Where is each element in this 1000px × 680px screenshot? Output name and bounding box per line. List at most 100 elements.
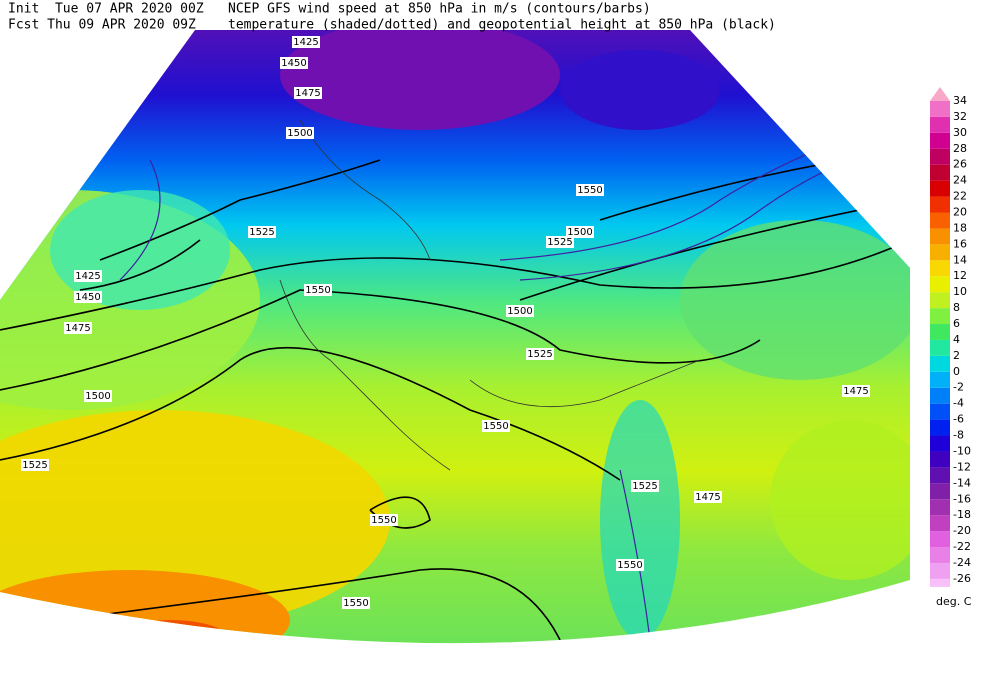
label-box: [21, 459, 49, 471]
colorbar: 3432302826242220181614121086420-2-4-6-8-…: [930, 87, 971, 587]
forecast-time: Fcst Thu 09 APR 2020 09Z: [8, 18, 196, 33]
label-box: [546, 236, 574, 248]
colorbar-label: 20: [953, 206, 967, 219]
colorbar-label: 0: [953, 365, 960, 378]
contour-label: 1500: [567, 227, 592, 238]
contour-label: 1550: [577, 185, 602, 196]
colorbar-bin: [930, 531, 950, 548]
contour-label: 1525: [632, 481, 657, 492]
colorbar-bin: [930, 371, 950, 388]
colorbar-label: 2: [953, 349, 960, 362]
title-line-2: temperature (shaded/dotted) and geopoten…: [228, 18, 776, 33]
colorbar-bin: [930, 228, 950, 245]
colorbar-bin: [930, 419, 950, 436]
colorbar-label: 10: [953, 285, 967, 298]
contour-label: 1550: [305, 285, 330, 296]
contour-label: 1475: [843, 386, 868, 397]
label-box: [694, 491, 722, 503]
colorbar-bin: [930, 324, 950, 340]
label-box: [616, 559, 644, 571]
label-box: [342, 597, 370, 609]
colorbar-bin: [930, 164, 950, 181]
colorbar-label: 12: [953, 269, 967, 282]
contour-labels: 1425145014751500152514501425147515001525…: [21, 36, 870, 609]
colorbar-bin: [930, 403, 950, 420]
colorbar-label: -26: [953, 572, 971, 585]
colorbar-bin: [930, 244, 950, 261]
colorbar-label: 30: [953, 126, 967, 139]
label-box: [304, 284, 332, 296]
colorbar-label: 4: [953, 333, 960, 346]
colorbar-label: -18: [953, 508, 971, 521]
label-box: [294, 87, 322, 99]
colorbar-label: -10: [953, 444, 971, 457]
colorbar-label: -6: [953, 413, 964, 426]
label-box: [370, 514, 398, 526]
label-box: [842, 385, 870, 397]
label-box: [482, 420, 510, 432]
colorbar-label: -12: [953, 460, 971, 473]
title-line-1: NCEP GFS wind speed at 850 hPa in m/s (c…: [228, 2, 651, 17]
contour-label: 1525: [547, 237, 572, 248]
colorbar-bin: [930, 451, 950, 468]
colorbar-bin: [930, 339, 950, 356]
colorbar-label: 8: [953, 301, 960, 314]
colorbar-bin: [930, 547, 950, 563]
contour-label: 1475: [295, 88, 320, 99]
label-box: [248, 226, 276, 238]
colorbar-label: -16: [953, 492, 971, 505]
colorbar-bin: [930, 578, 950, 587]
colorbar-bin: [930, 355, 950, 372]
init-time: Init Tue 07 APR 2020 00Z: [8, 2, 204, 17]
contour-label: 1450: [75, 292, 100, 303]
colorbar-bin: [930, 196, 950, 213]
label-box: [526, 348, 554, 360]
colorbar-bin: [930, 483, 950, 500]
colorbar-label: 14: [953, 253, 967, 266]
colorbar-bin: [930, 308, 950, 325]
contour-label: 1475: [65, 323, 90, 334]
colorbar-bin: [930, 562, 950, 579]
contour-label: 1500: [85, 391, 110, 402]
label-box: [566, 226, 594, 238]
colorbar-label: 24: [953, 174, 967, 187]
colorbar-bin: [930, 116, 950, 133]
colorbar-label: -20: [953, 524, 971, 537]
colorbar-bin: [930, 467, 950, 484]
contour-label: 1525: [249, 227, 274, 238]
colorbar-bin: [930, 435, 950, 452]
colorbar-label: -8: [953, 429, 964, 442]
colorbar-label: 16: [953, 237, 967, 250]
contour-label: 1550: [617, 560, 642, 571]
colorbar-label: 32: [953, 110, 967, 123]
colorbar-unit: deg. C: [936, 595, 972, 608]
colorbar-label: -22: [953, 540, 971, 553]
colorbar-label: -4: [953, 397, 964, 410]
colorbar-label: 26: [953, 158, 967, 171]
contour-label: 1425: [75, 271, 100, 282]
label-box: [74, 270, 102, 282]
contour-label: 1425: [293, 37, 318, 48]
map-area: [0, 30, 910, 644]
colorbar-bin: [930, 148, 950, 165]
label-box: [631, 480, 659, 492]
colorbar-bin: [930, 260, 950, 277]
label-box: [576, 184, 604, 196]
colorbar-bin: [930, 276, 950, 293]
colorbar-bin: [930, 101, 950, 117]
colorbar-bin: [930, 515, 950, 532]
colorbar-label: 34: [953, 94, 967, 107]
contour-label: 1450: [281, 58, 306, 69]
label-box: [292, 36, 320, 48]
colorbar-bin: [930, 292, 950, 309]
colorbar-label: -14: [953, 476, 971, 489]
label-box: [84, 390, 112, 402]
label-box: [280, 57, 308, 69]
colorbar-label: 18: [953, 221, 967, 234]
label-box: [506, 305, 534, 317]
colorbar-arrow: [930, 87, 950, 101]
label-box: [286, 127, 314, 139]
colorbar-bin: [930, 132, 950, 149]
contour-label: 1475: [695, 492, 720, 503]
